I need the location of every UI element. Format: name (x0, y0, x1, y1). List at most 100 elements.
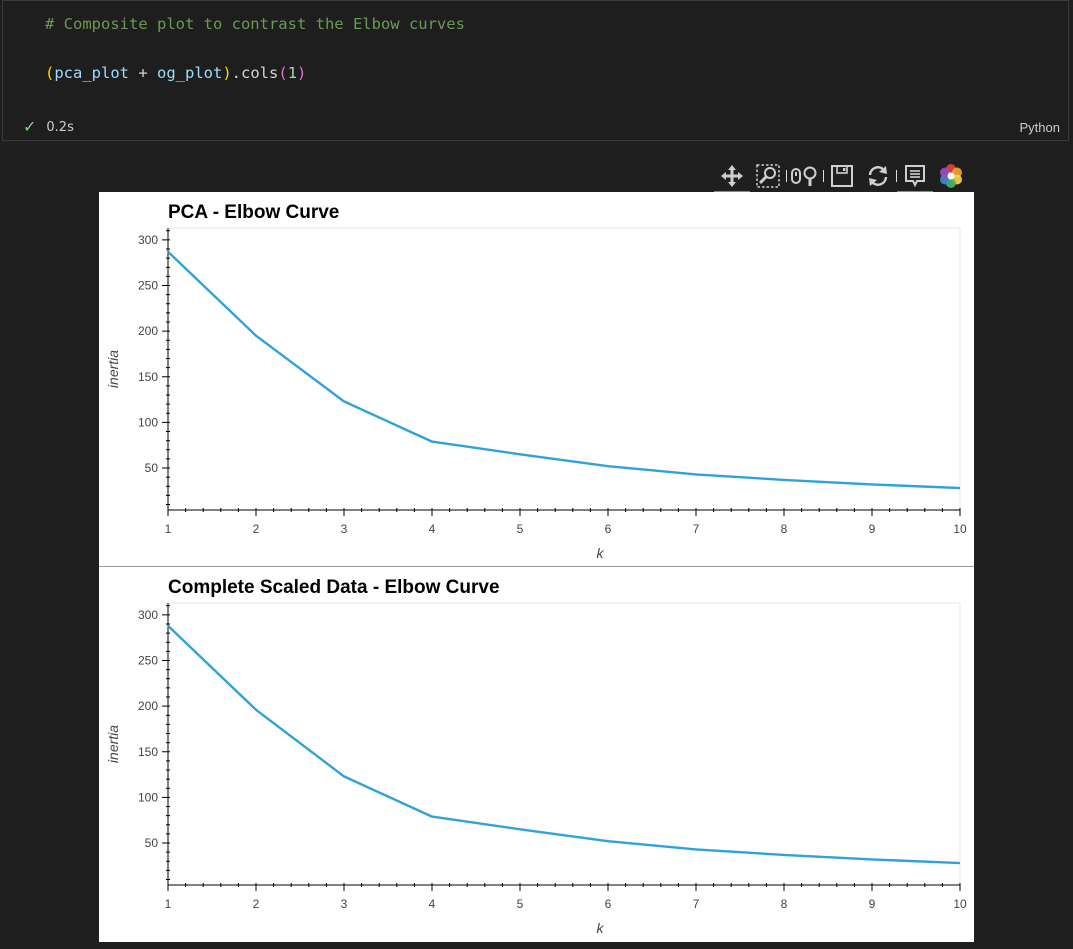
y-tick-label: 200 (138, 324, 158, 338)
toolbar-divider (896, 170, 897, 182)
execution-time: 0.2s (46, 119, 74, 135)
plot-frame (167, 227, 961, 511)
chart-title: Complete Scaled Data - Elbow Curve (168, 577, 500, 598)
code-paren-close: ) (222, 64, 232, 82)
data-point[interactable] (781, 477, 787, 483)
x-tick-label: 5 (517, 897, 524, 911)
pan-icon (721, 165, 743, 187)
data-point[interactable] (693, 471, 699, 477)
box-zoom-icon (756, 164, 780, 188)
plot-output: PCA - Elbow Curve 50 100 150 200 250 300 1 2 3 4 5 6… (99, 192, 974, 942)
data-point[interactable] (957, 485, 963, 491)
y-tick-label: 50 (145, 461, 159, 475)
reset-icon (868, 166, 888, 186)
data-point[interactable] (341, 773, 347, 779)
x-tick-label: 1 (165, 897, 172, 911)
data-point[interactable] (781, 852, 787, 858)
data-point[interactable] (341, 398, 347, 404)
y-axis-label: inertia (105, 725, 121, 763)
x-tick-label: 1 (165, 522, 172, 536)
chart-title: PCA - Elbow Curve (168, 202, 339, 223)
toolbar-divider (823, 170, 824, 182)
toolbar-divider (786, 170, 787, 182)
code-line[interactable]: (pca_plot + og_plot).cols(1) (45, 64, 306, 82)
pca-elbow-chart[interactable]: PCA - Elbow Curve 50 100 150 200 250 300 1 2 3 4 5 6… (99, 192, 974, 566)
x-tick-label: 10 (953, 522, 967, 536)
y-tick-label: 100 (138, 790, 158, 804)
scaled-elbow-plot[interactable]: Complete Scaled Data - Elbow Curve 50 100 1… (99, 566, 974, 943)
y-tick-label: 150 (138, 370, 158, 384)
scaled-elbow-chart[interactable]: Complete Scaled Data - Elbow Curve 50 100 1… (99, 567, 974, 942)
x-tick-label: 6 (605, 897, 612, 911)
data-point[interactable] (253, 333, 259, 339)
x-tick-label: 7 (693, 522, 700, 536)
x-axis-label: k (597, 545, 605, 561)
data-point[interactable] (517, 451, 523, 457)
x-tick-label: 9 (869, 522, 876, 536)
y-tick-label: 200 (138, 699, 158, 713)
hover-tool[interactable] (897, 161, 933, 193)
data-point[interactable] (957, 860, 963, 866)
box-zoom-tool[interactable] (750, 161, 786, 191)
code-arg-close: ) (297, 64, 307, 82)
x-tick-label: 8 (781, 897, 788, 911)
data-point[interactable] (605, 838, 611, 844)
bokeh-logo-icon (940, 164, 962, 188)
x-tick-label: 5 (517, 522, 524, 536)
x-tick-label: 8 (781, 522, 788, 536)
pca-elbow-plot[interactable]: PCA - Elbow Curve 50 100 150 200 250 300 1 2 3 4 5 6… (99, 192, 974, 566)
data-point[interactable] (165, 249, 171, 255)
y-tick-label: 300 (138, 233, 158, 247)
x-tick-label: 9 (869, 897, 876, 911)
data-point[interactable] (429, 439, 435, 445)
data-point[interactable] (429, 814, 435, 820)
pan-tool[interactable] (714, 161, 750, 193)
x-tick-label: 6 (605, 522, 612, 536)
series-line[interactable] (167, 624, 961, 865)
x-tick-label: 2 (253, 897, 260, 911)
data-point[interactable] (693, 846, 699, 852)
y-tick-label: 100 (138, 415, 158, 429)
y-axis-label: inertia (105, 350, 121, 388)
x-tick-label: 10 (953, 897, 967, 911)
reset-tool[interactable] (860, 161, 896, 191)
x-tick-label: 4 (429, 897, 436, 911)
y-tick-label: 250 (138, 278, 158, 292)
execution-status: ✓ 0.2s (23, 119, 74, 135)
save-icon (831, 165, 853, 187)
data-point[interactable] (517, 826, 523, 832)
bokeh-toolbar (714, 160, 969, 193)
code-arg-open: ( (278, 64, 288, 82)
y-tick-label: 50 (145, 836, 159, 850)
x-tick-label: 2 (253, 522, 260, 536)
code-paren-open: ( (45, 64, 55, 82)
hover-icon (905, 165, 925, 188)
code-var-og-plot: og_plot (157, 64, 223, 82)
code-method: .cols (231, 64, 279, 82)
y-tick-label: 300 (138, 608, 158, 622)
code-operator: + (129, 64, 157, 82)
x-tick-label: 7 (693, 897, 700, 911)
code-cell[interactable]: # Composite plot to contrast the Elbow c… (2, 0, 1069, 141)
language-indicator[interactable]: Python (1019, 120, 1060, 135)
wheel-zoom-tool[interactable] (787, 161, 823, 191)
wheel-zoom-icon (791, 166, 817, 186)
code-comment-line[interactable]: # Composite plot to contrast the Elbow c… (45, 15, 465, 33)
check-icon: ✓ (23, 117, 37, 136)
code-var-pca-plot: pca_plot (54, 64, 129, 82)
data-point[interactable] (869, 856, 875, 862)
data-point[interactable] (869, 481, 875, 487)
series-line[interactable] (167, 250, 961, 490)
x-tick-label: 4 (429, 522, 436, 536)
x-tick-label: 3 (341, 522, 348, 536)
data-point[interactable] (165, 623, 171, 629)
x-tick-label: 3 (341, 897, 348, 911)
save-tool[interactable] (824, 161, 860, 191)
y-tick-label: 250 (138, 653, 158, 667)
bokeh-logo-link[interactable] (933, 161, 969, 191)
plot-frame (167, 602, 961, 886)
data-point[interactable] (605, 463, 611, 469)
code-arg: 1 (287, 64, 298, 82)
data-point[interactable] (253, 707, 259, 713)
x-axis-label: k (597, 920, 605, 936)
